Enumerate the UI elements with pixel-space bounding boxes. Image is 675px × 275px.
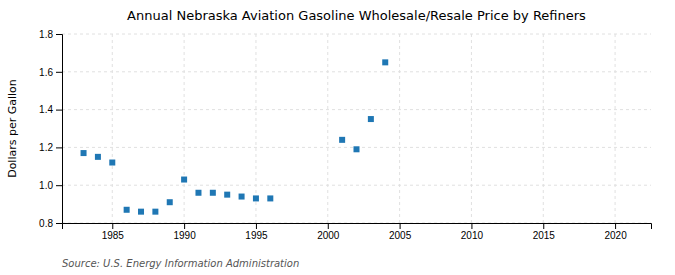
tick: 2015 — [533, 223, 556, 241]
tick: 1990 — [173, 223, 196, 241]
point — [81, 150, 87, 156]
y-axis-title: Dollars per Gallon — [6, 79, 19, 178]
point — [368, 116, 374, 122]
y-axis: 0.8 1.0 1.2 1.4 1.6 1.8 — [39, 29, 62, 229]
tick-mark — [328, 223, 329, 229]
point — [138, 209, 144, 215]
point — [253, 195, 259, 201]
tick-mark — [400, 223, 401, 229]
chart: 1985 1990 1995 2000 2005 2010 2015 2020 0.8 1.0 1.… — [0, 0, 675, 275]
tick: 0.8 — [39, 218, 62, 229]
tick: 2020 — [604, 223, 627, 241]
x-axis: 1985 1990 1995 2000 2005 2010 2015 2020 — [63, 223, 652, 241]
tick-label: 1990 — [173, 230, 196, 241]
tick-label: 2020 — [604, 230, 627, 241]
tick-mark — [184, 223, 185, 229]
grid-line — [255, 34, 256, 223]
point — [95, 154, 101, 160]
tick-label: 0.8 — [39, 218, 53, 229]
points — [81, 59, 389, 214]
point — [181, 177, 187, 183]
grid-line — [327, 34, 328, 223]
grid-line — [62, 109, 651, 110]
point — [167, 199, 173, 205]
tick: 1.8 — [39, 29, 62, 40]
point — [152, 209, 158, 215]
tick-label: 2000 — [317, 230, 340, 241]
tick-mark — [615, 223, 616, 229]
grid-line — [62, 185, 651, 186]
tick-mark — [56, 34, 62, 35]
tick: 2000 — [317, 223, 340, 241]
tick: 2010 — [461, 223, 484, 241]
grid-line — [62, 34, 651, 35]
point — [109, 160, 115, 166]
point — [195, 190, 201, 196]
tick-mark — [56, 223, 62, 224]
grid-line — [62, 71, 651, 72]
grid-line — [543, 34, 544, 223]
annotation: Source: U.S. Energy Information Administ… — [62, 258, 299, 269]
tick-mark — [256, 223, 257, 229]
tick-label: 2010 — [461, 230, 484, 241]
tick-mark — [471, 223, 472, 229]
tick-label: 1995 — [245, 230, 268, 241]
tick: 1.0 — [39, 180, 62, 191]
tick-label: 1.4 — [39, 104, 53, 115]
tick-label: 2015 — [533, 230, 556, 241]
point — [382, 59, 388, 65]
grid-line — [184, 34, 185, 223]
tick: 2005 — [389, 223, 412, 241]
tick: 1.6 — [39, 67, 62, 78]
grid-line — [112, 34, 113, 223]
point — [339, 137, 345, 143]
grid-line — [399, 34, 400, 223]
tick-label: 1.2 — [39, 142, 53, 153]
tick-mark — [56, 185, 62, 186]
tick-label: 1.6 — [39, 67, 53, 78]
tick-label: 1985 — [102, 230, 125, 241]
axis-line — [63, 224, 652, 230]
tick: 1.4 — [39, 104, 62, 115]
tick: 1.2 — [39, 142, 62, 153]
tick-label: 1.0 — [39, 180, 53, 191]
tick-mark — [56, 110, 62, 111]
plot-area: 1985 1990 1995 2000 2005 2010 2015 2020 0.8 1.0 1.… — [39, 29, 651, 241]
point — [210, 190, 216, 196]
point — [354, 146, 360, 152]
tick-mark — [543, 223, 544, 229]
tick-mark — [56, 72, 62, 73]
point — [239, 194, 245, 200]
tick: 1985 — [102, 223, 125, 241]
tick-label: 1.8 — [39, 29, 53, 40]
tick: 1995 — [245, 223, 268, 241]
grid-line — [615, 34, 616, 223]
grid — [62, 34, 651, 223]
point — [267, 195, 273, 201]
axis-line — [56, 35, 63, 224]
grid-line — [471, 34, 472, 223]
tick-mark — [112, 223, 113, 229]
title: Annual Nebraska Aviation Gasoline Wholes… — [127, 8, 586, 23]
tick-label: 2005 — [389, 230, 412, 241]
point — [224, 192, 230, 198]
tick-mark — [56, 147, 62, 148]
point — [124, 207, 130, 213]
